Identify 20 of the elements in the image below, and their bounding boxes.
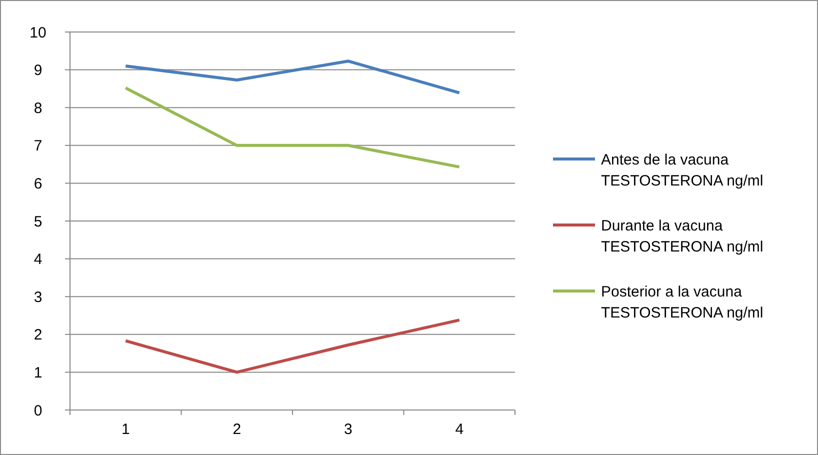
legend-label: Posterior a la vacuna TESTOSTERONA ng/ml <box>601 283 764 322</box>
x-tick-label: 2 <box>232 421 242 438</box>
y-tick-label: 4 <box>34 251 42 268</box>
y-tick-label: 0 <box>34 402 42 420</box>
legend-label: Durante la vacuna TESTOSTERONA ng/ml <box>601 217 764 256</box>
y-tick-label: 8 <box>34 100 42 117</box>
x-tick-label: 3 <box>344 421 352 438</box>
y-tick-label: 6 <box>34 175 42 192</box>
line-series <box>124 60 461 94</box>
y-tick-label: 3 <box>34 288 42 306</box>
legend-label: Antes de la vacuna TESTOSTERONA ng/ml <box>601 151 764 190</box>
y-tick-label: 2 <box>34 326 42 344</box>
x-tick-label: 4 <box>455 421 464 438</box>
line-series <box>124 318 461 374</box>
y-tick-label: 10 <box>30 24 46 42</box>
y-tick-label: 5 <box>34 213 42 230</box>
x-tick-label: 1 <box>121 421 130 438</box>
y-tick-label: 7 <box>34 138 42 155</box>
y-tick-label: 1 <box>34 364 42 382</box>
y-tick-label: 9 <box>34 62 42 80</box>
